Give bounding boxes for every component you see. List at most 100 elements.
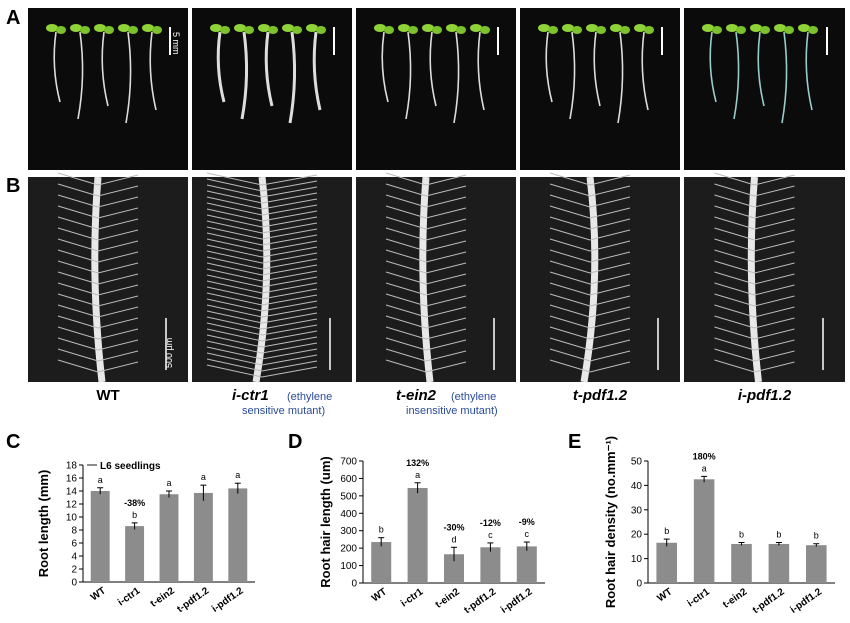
root-hair (714, 238, 755, 252)
root-hair (57, 271, 99, 285)
root-hair (97, 306, 139, 318)
root-hair (549, 238, 591, 252)
root-hair (206, 340, 263, 354)
legend-label: L6 seedlings (100, 461, 161, 472)
cotyledon (586, 24, 598, 32)
root-hair (97, 196, 139, 208)
y-tick-label: 100 (340, 561, 357, 572)
significance-letter: b (379, 525, 384, 535)
cotyledon (56, 26, 66, 34)
root-hair (714, 315, 755, 329)
root-hair (754, 306, 795, 318)
root-hair (549, 282, 591, 296)
root-hair (57, 282, 99, 296)
root-hair (425, 207, 467, 219)
root-hair (754, 229, 795, 241)
panel-label: B (6, 175, 20, 197)
significance-letter: b (814, 531, 819, 541)
root-hair (385, 282, 427, 296)
significance-letter: a (98, 475, 103, 485)
root-hair (261, 240, 318, 252)
root-hair (206, 220, 263, 234)
root-hair (206, 334, 263, 348)
bar (228, 488, 248, 582)
significance-letter: d (451, 534, 456, 544)
cotyledon (210, 24, 222, 32)
significance-letter: a (702, 463, 707, 473)
root-hair (261, 306, 318, 318)
cotyledon (456, 26, 466, 34)
cotyledon (258, 24, 270, 32)
root-hair (425, 196, 467, 208)
significance-letter: b (776, 529, 781, 539)
root-hair (754, 207, 795, 219)
bar (443, 554, 465, 583)
root-hair (97, 174, 139, 186)
root-hair (97, 284, 139, 296)
cotyledon (702, 24, 714, 32)
root-hair (261, 174, 318, 186)
cotyledon (538, 24, 550, 32)
root-hair (754, 251, 795, 263)
root-hair (589, 339, 631, 351)
root-hair (385, 249, 427, 263)
significance-letter: a (166, 478, 171, 488)
root-hair (206, 322, 263, 336)
root-hair (754, 174, 795, 186)
cotyledon (644, 26, 654, 34)
seedling-root (781, 31, 788, 124)
root-hair (261, 264, 318, 276)
y-axis-label: Root hair length (um) (318, 456, 333, 587)
root-hair (97, 218, 139, 230)
significance-letter: b (132, 510, 137, 520)
y-tick-label: 6 (71, 539, 77, 550)
root-hair (261, 192, 318, 204)
cotyledon (220, 26, 230, 34)
panel-label: E (568, 431, 581, 453)
genotype-note: (ethylene (451, 391, 496, 403)
percent-label: 180% (693, 451, 716, 461)
root-hair (714, 183, 755, 197)
root-axis (580, 176, 599, 383)
root-hair (754, 262, 795, 274)
root-hair (57, 172, 99, 186)
cotyledon (610, 24, 622, 32)
root-hair (754, 328, 795, 340)
panel-label: A (6, 7, 20, 29)
genotype-label: WT (96, 387, 119, 404)
root-hair (261, 348, 318, 360)
root-hair (261, 234, 318, 246)
cotyledon (128, 26, 138, 34)
root-hair (714, 194, 755, 208)
cotyledon (760, 26, 770, 34)
root-hair (385, 260, 427, 274)
root-hair (425, 174, 467, 186)
x-tick-label: i-ctr1 (399, 586, 426, 609)
cotyledon (80, 26, 90, 34)
root-hair (589, 207, 631, 219)
cotyledon (46, 24, 58, 32)
scale-label: 500 µm (164, 338, 174, 368)
x-tick-label: WT (370, 586, 389, 604)
seedling-root (709, 31, 717, 103)
root-hair (261, 276, 318, 288)
cotyledon (234, 24, 246, 32)
root-hair (261, 210, 318, 222)
root-hair (57, 337, 99, 351)
root-hair (97, 273, 139, 285)
root-hair (754, 317, 795, 329)
seedling-root (53, 31, 61, 103)
root-hair (385, 337, 427, 351)
y-tick-label: 18 (66, 461, 78, 472)
scale-label: 5 mm (171, 32, 181, 55)
y-tick-label: 4 (71, 552, 77, 563)
y-tick-label: 600 (340, 474, 357, 485)
seedling-photo (356, 8, 516, 170)
root-hair (261, 258, 318, 270)
root-hair (261, 336, 318, 348)
root-hair (549, 205, 591, 219)
root-hair (425, 240, 467, 252)
seedling-root (288, 31, 297, 124)
cotyledon (94, 24, 106, 32)
y-tick-label: 2 (71, 565, 77, 576)
